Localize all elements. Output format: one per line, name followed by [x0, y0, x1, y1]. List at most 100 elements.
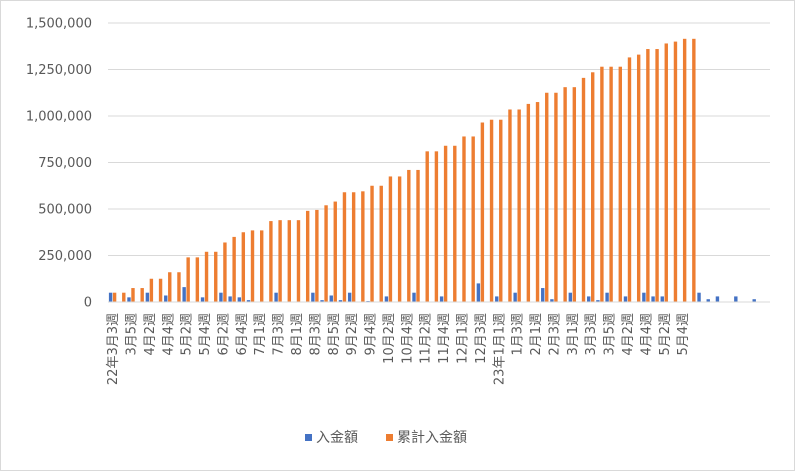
bar-cumulative — [269, 221, 273, 302]
bar-cumulative — [646, 49, 650, 302]
x-tick-label: 5月4週 — [198, 313, 213, 356]
y-tick-label: 1,500,000 — [26, 17, 92, 32]
legend-swatch — [305, 434, 312, 441]
bar-cumulative — [278, 220, 282, 302]
x-tick-label: 6月2週 — [216, 313, 231, 356]
x-tick-label: 2月3週 — [547, 313, 562, 356]
x-tick-label: 9月2週 — [345, 313, 360, 356]
legend-swatch — [386, 434, 393, 441]
x-tick-label: 8月3週 — [308, 313, 323, 356]
bar-cumulative — [315, 209, 319, 302]
y-tick-label: 250,000 — [38, 249, 92, 264]
bar-cumulative — [168, 272, 172, 302]
bar-cumulative — [517, 109, 521, 303]
x-tick-label: 8月1週 — [290, 313, 305, 356]
bar-cumulative — [131, 288, 135, 302]
bar-deposit — [311, 292, 315, 302]
bar-cumulative — [379, 185, 383, 302]
bar-cumulative — [305, 210, 310, 302]
x-tick-label: 12月1週 — [455, 313, 470, 364]
x-tick-label: 9月4週 — [364, 313, 379, 356]
bar-cumulative — [388, 176, 393, 302]
bar-deposit — [127, 297, 131, 302]
bar-cumulative — [673, 41, 678, 302]
bar-cumulative — [397, 176, 402, 302]
y-tick-label: 750,000 — [38, 156, 92, 171]
bar-cumulative — [609, 66, 613, 303]
x-tick-label: 1月3週 — [511, 313, 526, 356]
bar-cumulative — [618, 66, 622, 303]
bar-cumulative — [112, 292, 117, 302]
bar-deposit — [587, 296, 591, 302]
bar-cumulative — [692, 38, 696, 303]
bar-deposit — [439, 296, 444, 302]
bar-deposit — [541, 288, 545, 302]
y-tick-label: 1,250,000 — [26, 63, 92, 78]
x-tick-label: 8月5週 — [327, 313, 342, 356]
bar-cumulative — [545, 92, 549, 302]
x-tick-label: 3月5週 — [124, 313, 139, 356]
x-tick-label: 3月1週 — [566, 313, 581, 356]
legend-label: 累計入金額 — [397, 430, 467, 446]
x-axis-tick-labels: 22年3月3週 3月5週 4月2週 4月4週 5月2週 5月4週 6月2週 6月4週 7月1週 7… — [106, 313, 691, 385]
legend: 入金額 累計入金額 — [305, 430, 467, 446]
bar-cumulative — [204, 251, 209, 302]
x-tick-label: 4月2週 — [143, 313, 158, 356]
bar-cumulative — [508, 109, 512, 303]
bar-cumulative — [149, 278, 154, 302]
bar-cumulative — [250, 230, 255, 302]
x-tick-label: 5月2週 — [180, 313, 195, 356]
bar-deposit — [550, 299, 554, 302]
x-tick-label: 10月4週 — [400, 313, 415, 364]
bar-cumulative — [443, 145, 448, 302]
bar-deposit — [108, 292, 113, 302]
bar-deposit — [697, 292, 701, 302]
x-tick-label: 12月3週 — [474, 313, 489, 364]
bar-cumulative — [572, 87, 577, 302]
bar-deposit — [228, 296, 232, 302]
bar-deposit — [660, 296, 664, 302]
x-tick-label: 4月4週 — [639, 313, 654, 356]
bar-deposit — [384, 296, 389, 302]
x-tick-label: 10月2週 — [382, 313, 397, 364]
bar-cumulative — [158, 278, 163, 302]
bar-deposit — [329, 295, 333, 302]
x-tick-label: 6月4週 — [235, 313, 250, 356]
bar-deposit — [715, 296, 720, 302]
bar-cumulative — [351, 192, 356, 302]
bar-cumulative — [591, 72, 595, 302]
bar-cumulative — [296, 220, 301, 302]
bar-cumulative — [370, 185, 374, 302]
bar-deposit — [752, 299, 756, 302]
bar-deposit — [642, 292, 646, 302]
bar-deposit — [568, 292, 573, 302]
y-tick-label: 0 — [84, 296, 92, 311]
bar-cumulative — [453, 145, 457, 302]
bar-deposit — [182, 287, 186, 302]
x-tick-label: 11月4週 — [437, 313, 452, 364]
bar-deposit — [274, 292, 278, 302]
x-tick-label: 4月4週 — [161, 313, 176, 356]
bar-deposit — [145, 292, 150, 302]
x-tick-label: 5月4週 — [676, 313, 691, 356]
bar-deposit — [320, 300, 324, 302]
bar-deposit — [605, 292, 609, 302]
bar-cumulative — [223, 242, 227, 302]
y-tick-label: 500,000 — [38, 203, 92, 218]
bar-cumulative — [425, 151, 429, 302]
bar-deposit — [513, 292, 517, 302]
x-tick-label: 7月1週 — [253, 313, 268, 356]
x-tick-label: 11月2週 — [419, 313, 434, 364]
bar-cumulative — [122, 292, 126, 302]
bar-deposit — [706, 299, 710, 302]
bar-cumulative — [324, 205, 328, 302]
bar-cumulative — [581, 77, 586, 303]
bar-cumulative — [563, 87, 567, 302]
bar-deposit — [596, 300, 600, 302]
bar-cumulative — [333, 201, 337, 302]
bar-deposit — [164, 295, 168, 302]
bar-cumulative — [260, 230, 264, 302]
bar-cumulative — [407, 169, 411, 302]
bars — [108, 38, 756, 303]
